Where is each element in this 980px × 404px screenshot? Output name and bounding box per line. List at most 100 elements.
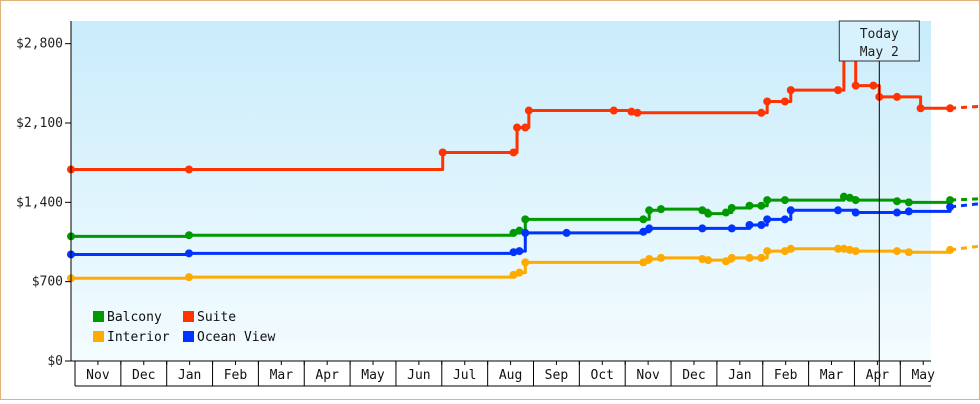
legend-item: Balcony [93, 310, 162, 325]
data-point [185, 165, 193, 174]
legend-swatch [183, 311, 194, 322]
data-point [521, 228, 530, 237]
data-point [524, 106, 533, 115]
data-point [639, 215, 648, 224]
data-point [745, 221, 754, 229]
month-label: Feb [774, 368, 798, 383]
y-tick-label: $2,800 [16, 37, 63, 52]
data-point [763, 215, 772, 224]
data-point [834, 206, 842, 215]
data-point [721, 208, 730, 217]
legend-swatch [93, 331, 104, 342]
data-point [946, 245, 955, 254]
month-label: Apr [866, 368, 890, 383]
data-point [727, 204, 736, 212]
month-label: Jul [453, 368, 476, 383]
today-box [838, 20, 920, 62]
data-point [904, 248, 913, 257]
month-label: Nov [86, 368, 110, 383]
data-point [609, 106, 618, 115]
series-forecast-line [950, 197, 980, 202]
data-point [869, 81, 878, 90]
today-marker: Today May 2 [838, 20, 920, 386]
legend-label: Balcony [107, 310, 162, 325]
data-point [704, 209, 713, 218]
month-label: Nov [636, 368, 660, 383]
legend-item: Interior [93, 330, 170, 345]
series-suite [67, 51, 980, 174]
data-point [780, 215, 789, 224]
data-point [780, 97, 789, 106]
y-tick-label: $0 [47, 354, 63, 369]
data-point [698, 206, 707, 215]
y-tick-label: $2,100 [16, 116, 63, 131]
data-point [893, 208, 901, 217]
legend-swatch [93, 311, 104, 322]
data-point [698, 224, 707, 233]
legend: Balcony Suite Interior Ocean View [93, 310, 275, 345]
data-point [721, 257, 730, 266]
data-point [763, 97, 772, 106]
data-point [904, 198, 913, 207]
data-point [633, 108, 642, 117]
legend-label: Ocean View [197, 330, 275, 345]
data-point [515, 247, 524, 256]
data-point [786, 206, 795, 215]
legend-item: Suite [183, 310, 236, 325]
data-point [657, 253, 665, 262]
data-point [851, 208, 860, 217]
data-point [757, 201, 766, 210]
data-point [851, 247, 860, 256]
data-point [893, 197, 901, 206]
data-point [763, 196, 772, 205]
data-point [834, 86, 842, 95]
data-point [851, 196, 860, 205]
month-label: Jan [178, 368, 201, 383]
data-point [645, 206, 654, 215]
data-point [745, 253, 754, 262]
data-point [904, 207, 913, 216]
data-point [757, 108, 766, 117]
data-point [745, 201, 754, 210]
data-point [946, 202, 955, 211]
data-point [946, 104, 955, 113]
data-point [513, 123, 522, 132]
data-point [834, 244, 842, 253]
month-label: Jun [407, 368, 430, 383]
data-point [946, 196, 955, 205]
month-label: May [911, 368, 935, 383]
month-label: Mar [820, 368, 844, 383]
data-point [780, 196, 789, 205]
today-label: Today [860, 27, 899, 42]
legend-label: Suite [197, 310, 236, 325]
data-point [704, 256, 713, 265]
y-tick-label: $700 [32, 275, 63, 290]
month-label: Jan [728, 368, 751, 383]
data-point [786, 244, 795, 253]
data-point [757, 253, 766, 262]
data-point [657, 205, 665, 214]
data-point [185, 231, 193, 240]
month-label: Feb [224, 368, 248, 383]
month-label: Mar [270, 368, 294, 383]
data-point [916, 104, 925, 113]
data-point [763, 247, 772, 256]
data-point [521, 215, 530, 224]
month-label: Sep [545, 368, 569, 383]
data-point [438, 148, 447, 157]
data-point [521, 123, 530, 132]
month-label: Dec [682, 368, 705, 383]
data-point [893, 247, 901, 256]
month-label: May [361, 368, 385, 383]
data-point [786, 86, 795, 95]
data-point [727, 224, 736, 233]
series-layer [67, 51, 980, 283]
data-point [851, 81, 860, 90]
data-point [639, 258, 648, 267]
today-date: May 2 [860, 45, 899, 60]
data-point [562, 228, 571, 237]
data-point [185, 249, 193, 258]
axis-layer: $0 $700 $1,400 $2,100 $2,800 Nov Dec Jan Feb Mar A… [16, 21, 935, 387]
data-point [639, 227, 648, 236]
